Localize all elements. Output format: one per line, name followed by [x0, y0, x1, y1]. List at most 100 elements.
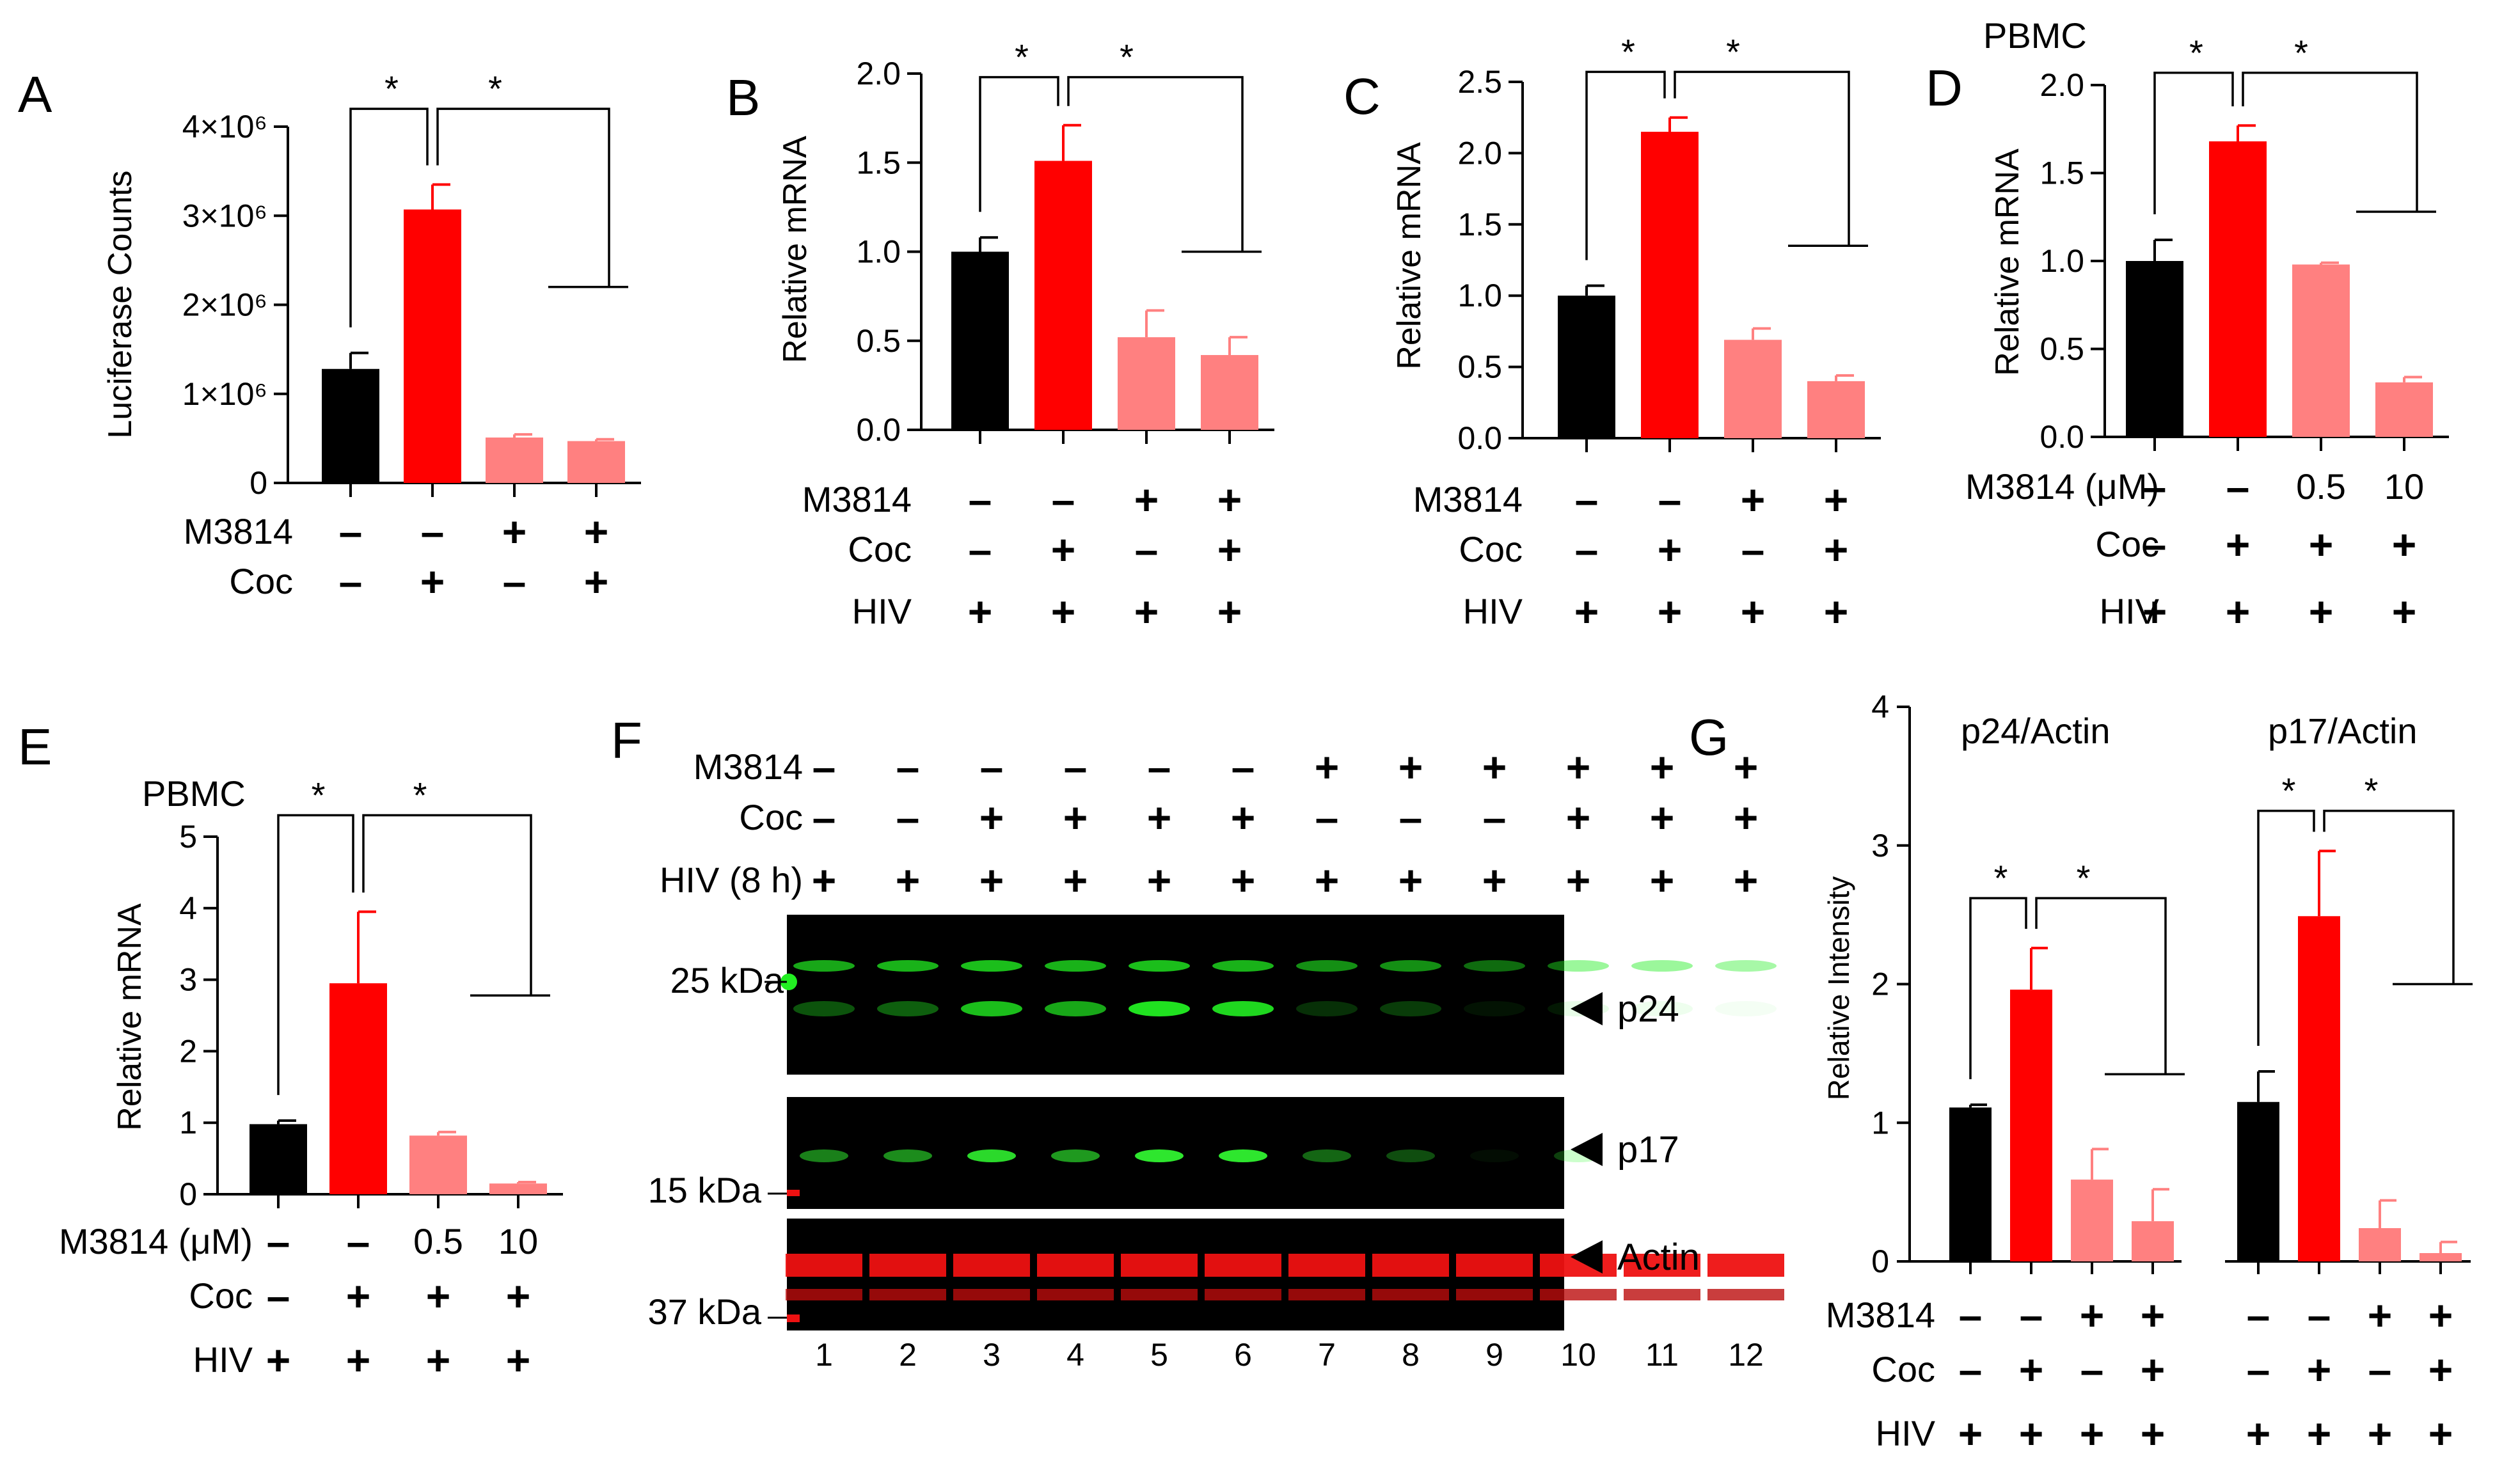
- y-tick-label: 0.5: [1457, 349, 1502, 385]
- condition-value: –: [2247, 1346, 2270, 1393]
- blot-condition-label: M3814: [693, 746, 803, 787]
- condition-value: 0.5: [413, 1221, 463, 1261]
- y-tick-label: 2: [1871, 967, 1889, 1002]
- condition-value: –: [2143, 521, 2167, 568]
- blot-band-actin: [869, 1254, 946, 1277]
- blot-condition-value: +: [1398, 856, 1423, 904]
- condition-value: +: [2392, 521, 2417, 568]
- blot-band-p17: [1219, 1149, 1267, 1162]
- blot-band-actin-lower: [1121, 1289, 1198, 1300]
- y-tick-label: 1.0: [1457, 278, 1502, 313]
- significance-star: *: [1015, 37, 1029, 77]
- blot-band-p17: [1051, 1149, 1100, 1162]
- condition-value: +: [420, 558, 445, 605]
- condition-value: +: [1741, 476, 1766, 523]
- condition-value: +: [584, 558, 609, 605]
- condition-value: +: [2246, 1410, 2271, 1457]
- blot-condition-value: –: [1064, 743, 1088, 791]
- condition-value: +: [2143, 588, 2167, 635]
- band-label: p24: [1617, 988, 1679, 1030]
- blot-band-actin: [1372, 1254, 1449, 1277]
- blot-condition-label: Coc: [739, 797, 803, 837]
- bar: [1201, 355, 1258, 430]
- blot-band-actin: [953, 1254, 1030, 1277]
- condition-value: +: [584, 508, 609, 555]
- blot-condition-value: +: [1566, 856, 1591, 904]
- lane-number: 4: [1066, 1337, 1084, 1373]
- blot-condition-value: +: [1063, 794, 1088, 841]
- blot-band-actin-lower: [1288, 1289, 1365, 1300]
- condition-value: +: [2019, 1410, 2044, 1457]
- blot-condition-value: +: [1734, 743, 1759, 791]
- blot-condition-value: –: [1232, 743, 1255, 791]
- blot-condition-value: +: [1566, 743, 1591, 791]
- condition-value: +: [2141, 1291, 2166, 1339]
- condition-value: +: [2368, 1410, 2393, 1457]
- molecular-weight-label: 15 kDa: [648, 1170, 762, 1210]
- blot-band-actin-lower: [1540, 1289, 1617, 1300]
- blot-band-actin: [1456, 1254, 1533, 1277]
- blot-condition-value: +: [1650, 856, 1675, 904]
- condition-value: +: [2307, 1410, 2332, 1457]
- blot-condition-value: +: [1650, 794, 1675, 841]
- panel-label-f: F: [611, 712, 642, 769]
- condition-label: M3814 (μM): [59, 1221, 253, 1261]
- condition-label: M3814 (μM): [1965, 466, 2159, 507]
- significance-bracket: [1585, 70, 1666, 260]
- blot-band-p17: [800, 1149, 848, 1162]
- blot-band-p17: [1303, 1149, 1351, 1162]
- condition-value: +: [2226, 521, 2251, 568]
- condition-value: +: [1051, 588, 1076, 635]
- y-tick-label: 1: [179, 1105, 197, 1141]
- blot-band-actin-lower: [869, 1289, 946, 1300]
- blot-band-actin: [1205, 1254, 1281, 1277]
- blot-band-p24: [961, 1001, 1022, 1016]
- blot-band-p24: [1045, 1001, 1106, 1016]
- molecular-weight-label: 25 kDa: [670, 960, 784, 1000]
- molecular-weight-label: 37 kDa: [648, 1291, 762, 1332]
- condition-value: +: [1741, 588, 1766, 635]
- blot-band-actin: [1288, 1254, 1365, 1277]
- significance-bracket: [349, 107, 429, 328]
- condition-value: +: [2080, 1410, 2105, 1457]
- blot-condition-value: +: [1063, 856, 1088, 904]
- y-axis-label: Relative mRNA: [111, 903, 148, 1131]
- blot-band-actin-lower: [1372, 1289, 1449, 1300]
- y-tick-label: 0: [249, 465, 267, 501]
- blot-condition-value: –: [1483, 794, 1507, 841]
- blot-condition-value: +: [979, 856, 1004, 904]
- condition-value: +: [2226, 588, 2251, 635]
- significance-bracket: [979, 75, 1059, 212]
- condition-value: +: [502, 508, 527, 555]
- blot-band-upper: [793, 960, 855, 972]
- y-tick-label: 2.0: [2040, 67, 2084, 103]
- y-tick-label: 4×10⁶: [182, 109, 267, 145]
- significance-star: *: [1726, 31, 1740, 72]
- blot-band-upper: [1464, 960, 1525, 972]
- lane-number: 11: [1645, 1337, 1679, 1373]
- bar: [2298, 916, 2340, 1261]
- significance-bracket: [277, 814, 354, 1095]
- condition-value: +: [2368, 1291, 2393, 1339]
- condition-value: +: [2080, 1291, 2105, 1339]
- blot-condition-value: +: [1566, 794, 1591, 841]
- blot-band-p24: [1715, 1001, 1777, 1016]
- condition-label: M3814: [1413, 479, 1523, 519]
- significance-star: *: [2189, 33, 2203, 73]
- blot-band-upper: [961, 960, 1022, 972]
- bar: [489, 1183, 547, 1194]
- condition-value: +: [1574, 588, 1599, 635]
- bar: [404, 209, 461, 483]
- bar: [567, 441, 625, 483]
- significance-bracket: [2035, 897, 2185, 1076]
- significance-star: *: [2294, 33, 2308, 73]
- bar: [2375, 382, 2433, 437]
- condition-value: +: [2428, 1291, 2453, 1339]
- significance-bracket: [2257, 809, 2315, 1046]
- blot-band-actin: [1121, 1254, 1198, 1277]
- condition-value: –: [1052, 476, 1075, 523]
- blot-condition-value: +: [1734, 794, 1759, 841]
- y-axis-label: Luciferase Counts: [102, 170, 139, 438]
- blot-condition-value: –: [896, 794, 920, 841]
